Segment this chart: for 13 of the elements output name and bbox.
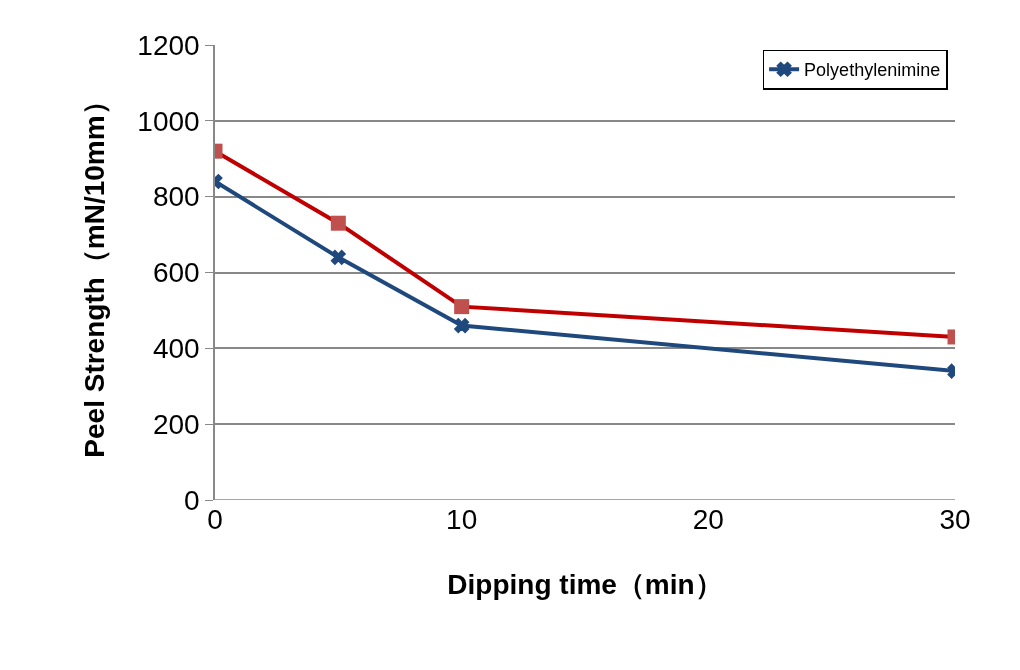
x-tick-label: 0 — [207, 504, 223, 535]
y-tick-label: 400 — [152, 333, 200, 365]
x-axis-title: Dipping time（min） — [447, 569, 723, 601]
y-tick-label: 1000 — [137, 105, 200, 137]
x-tick-label: 10 — [446, 504, 478, 535]
y-tick-label: 600 — [152, 257, 200, 289]
x-tick-label: 20 — [692, 504, 724, 535]
x-tick-label: 30 — [939, 504, 971, 535]
y-tick-label: 200 — [152, 408, 200, 440]
legend-label: Polyethylenimine — [804, 60, 941, 81]
y-tick-label: 1200 — [137, 29, 200, 61]
y-tick-label: 800 — [152, 181, 200, 213]
y-axis-title: Peel Strength（mN/10mm） — [78, 87, 110, 458]
